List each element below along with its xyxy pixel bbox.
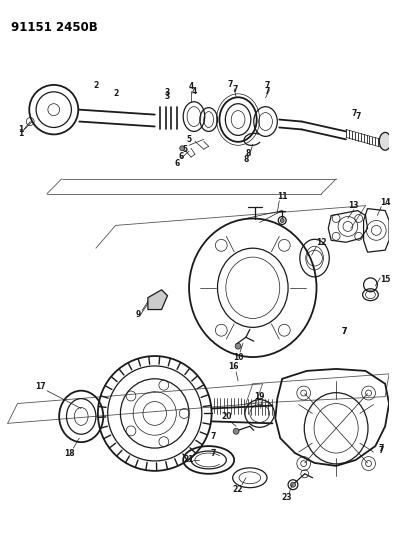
Text: 7: 7 [341,327,347,336]
Text: 7: 7 [265,82,270,91]
Circle shape [290,482,296,487]
Ellipse shape [379,132,391,150]
Text: 21: 21 [184,456,194,464]
Text: 3: 3 [165,92,170,101]
Text: 11: 11 [277,192,288,201]
Text: 18: 18 [64,449,75,457]
Text: 8: 8 [245,149,251,158]
Text: 5: 5 [182,145,188,154]
Text: 6: 6 [178,152,184,160]
Text: 7: 7 [355,112,361,121]
Polygon shape [148,290,167,310]
Text: 7: 7 [228,80,233,90]
Text: 13: 13 [349,201,359,210]
Text: 2: 2 [93,82,98,91]
Text: 5: 5 [186,135,191,144]
Text: 7: 7 [265,87,270,96]
Text: 1: 1 [18,125,23,134]
Text: 7: 7 [211,449,216,457]
Text: 8: 8 [243,155,249,164]
Text: 9: 9 [136,310,141,319]
Text: 7: 7 [211,432,216,441]
Text: 15: 15 [380,276,390,285]
Text: 3: 3 [165,88,170,98]
Text: 1: 1 [18,129,23,138]
Circle shape [233,429,239,434]
Text: 91151 2450B: 91151 2450B [11,21,97,34]
Text: 6: 6 [175,159,180,167]
Text: 2: 2 [113,90,118,98]
Text: 23: 23 [282,493,292,502]
Text: 4: 4 [191,87,197,96]
Circle shape [280,219,284,222]
Text: 7: 7 [341,327,347,336]
Text: 10: 10 [233,352,243,361]
Text: 7: 7 [379,443,384,453]
Text: 19: 19 [255,392,265,401]
Text: 17: 17 [35,382,45,391]
Circle shape [180,146,185,151]
Text: 7: 7 [351,109,357,118]
Text: 4: 4 [188,83,193,91]
Text: 12: 12 [316,238,327,247]
Text: 7: 7 [379,446,384,455]
Text: 14: 14 [380,198,390,207]
Text: 16: 16 [228,362,238,372]
Circle shape [235,343,241,349]
Text: 22: 22 [233,485,243,494]
Text: 20: 20 [221,412,232,421]
Text: 7: 7 [232,85,238,94]
